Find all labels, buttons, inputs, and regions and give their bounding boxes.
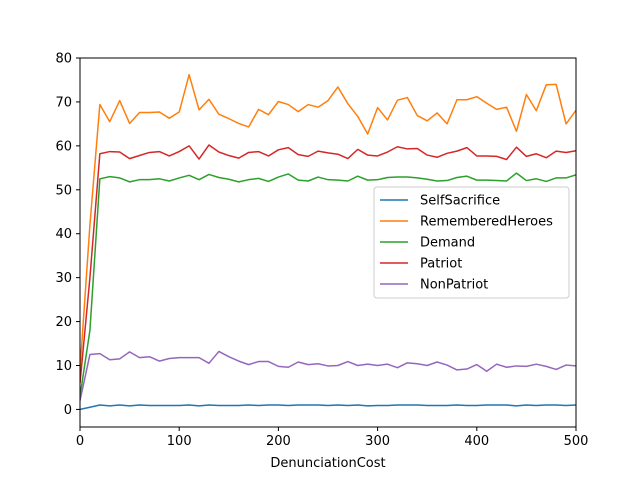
- plot-frame: [79, 57, 577, 428]
- x-tick-label: 400: [464, 434, 489, 449]
- legend-label-rememberedheroes: RememberedHeroes: [420, 215, 553, 230]
- y-tick-label: 10: [55, 359, 72, 374]
- legend-items: SelfSacrifice RememberedHeroes Demand Patri…: [380, 194, 553, 293]
- y-tick-label: 20: [55, 315, 72, 330]
- series-line-nonpatriot: [80, 350, 576, 401]
- legend-label-selfsacrifice: SelfSacrifice: [420, 194, 500, 209]
- x-tick-label: 0: [76, 434, 84, 449]
- legend: SelfSacrifice RememberedHeroes Demand Patri…: [373, 186, 570, 299]
- series-line-selfsacrifice: [80, 404, 576, 411]
- legend-box: [373, 186, 570, 299]
- y-tick-label: 80: [55, 52, 72, 67]
- x-tick-label: 300: [365, 434, 390, 449]
- series-line-patriot: [80, 144, 576, 384]
- series-line-demand: [80, 172, 576, 397]
- series-line-rememberedheroes: [80, 73, 576, 370]
- y-tick-label: 50: [55, 183, 72, 198]
- y-tick-label: 70: [55, 95, 72, 110]
- legend-label-nonpatriot: NonPatriot: [420, 278, 488, 293]
- y-tick-label: 30: [55, 271, 72, 286]
- y-tick-label: 0: [64, 403, 72, 418]
- legend-label-patriot: Patriot: [420, 257, 462, 272]
- axis-ticks: 0 100 200 300 400 500 0 10 20 30 40 50 60 70 80: [55, 52, 588, 450]
- x-axis-label: DenunciationCost: [270, 456, 385, 471]
- series-layer: [80, 73, 576, 411]
- x-tick-label: 100: [167, 434, 192, 449]
- y-tick-label: 40: [55, 227, 72, 242]
- x-tick-label: 500: [564, 434, 589, 449]
- x-tick-label: 200: [266, 434, 291, 449]
- y-tick-label: 60: [55, 139, 72, 154]
- legend-label-demand: Demand: [420, 236, 475, 251]
